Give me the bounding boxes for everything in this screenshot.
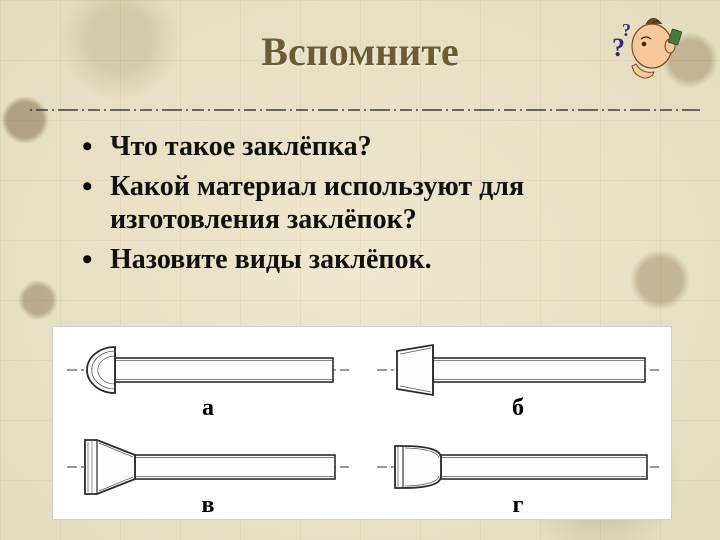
rivet-b: б — [363, 327, 673, 424]
svg-text:?: ? — [622, 20, 631, 40]
rivet-v: в — [53, 424, 363, 521]
thinker-icon: ? ? — [608, 6, 686, 90]
title-divider — [30, 108, 700, 110]
bullet-item: Назовите виды заклёпок. — [82, 243, 680, 277]
rivet-g: г — [363, 424, 673, 521]
bullet-item: Какой материал используют для изготовлен… — [82, 170, 680, 237]
bullet-item: Что такое заклёпка? — [82, 130, 680, 164]
rivet-label-v: в — [53, 492, 363, 519]
rivet-label-g: г — [363, 492, 673, 519]
rivet-diagram: а б — [52, 326, 672, 520]
rivet-label-a: а — [53, 395, 363, 422]
slide: Вспомните ? ? — [0, 0, 720, 540]
bullet-list: Что такое заклёпка? Какой материал испол… — [82, 130, 680, 282]
rivet-label-b: б — [363, 395, 673, 422]
rivet-a: а — [53, 327, 363, 424]
